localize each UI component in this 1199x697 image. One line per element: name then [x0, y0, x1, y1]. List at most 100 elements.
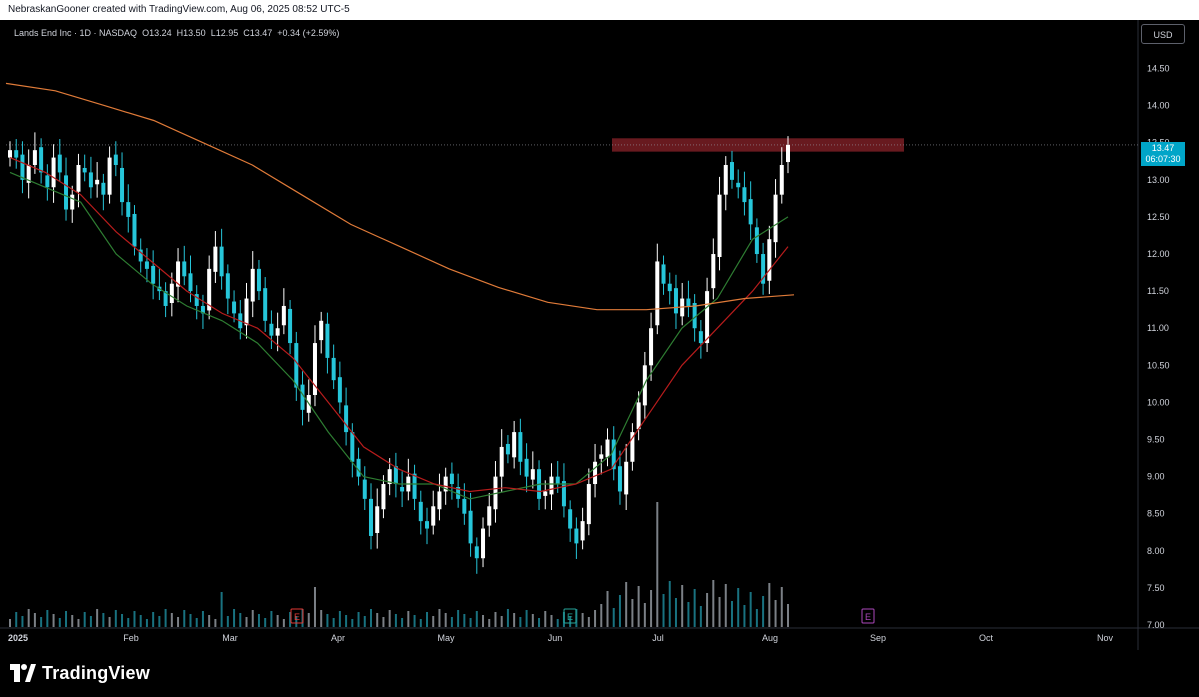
volume-bar	[525, 610, 528, 627]
volume-bar	[643, 603, 646, 627]
moving-average-line	[9, 171, 789, 500]
time-tick-label: Apr	[331, 633, 345, 643]
price-tick-label: 7.00	[1147, 620, 1165, 630]
candle-body	[649, 328, 654, 366]
volume-bar	[320, 610, 323, 627]
candle-body	[667, 283, 672, 292]
volume-bar	[787, 604, 789, 627]
volume-bar	[401, 618, 404, 627]
candle-body	[200, 305, 205, 314]
candle-body	[568, 509, 573, 529]
volume-bar	[133, 611, 136, 627]
candle-body	[294, 343, 299, 388]
volume-bar	[712, 580, 715, 627]
volume-bar	[432, 616, 435, 627]
candle-body	[362, 479, 367, 499]
candle-body	[443, 476, 448, 492]
volume-bar	[214, 619, 217, 627]
candle-body	[655, 261, 660, 326]
candle-body	[188, 273, 193, 292]
price-tick-label: 8.50	[1147, 509, 1165, 519]
symbol-name: Lands End Inc · 1D · NASDAQ	[14, 28, 138, 38]
volume-bar	[307, 613, 310, 627]
candle-body	[786, 144, 790, 163]
volume-bar	[145, 619, 148, 627]
price-tick-label: 11.50	[1147, 286, 1169, 296]
candle-body	[82, 167, 87, 173]
volume-bar	[743, 605, 746, 627]
volume-bar	[426, 612, 429, 627]
price-tick-label: 12.50	[1147, 212, 1170, 222]
volume-bar	[58, 618, 61, 627]
candle-body	[736, 182, 741, 188]
volume-bar	[762, 596, 765, 627]
candle-body	[126, 202, 131, 217]
volume-bar	[282, 619, 285, 627]
time-tick-label: Feb	[123, 633, 139, 643]
volume-bar	[538, 618, 541, 627]
price-tick-label: 7.50	[1147, 583, 1165, 593]
volume-bar	[270, 611, 273, 627]
moving-average-line	[9, 157, 789, 493]
earnings-marker-label: E	[865, 612, 871, 622]
candle-body	[207, 268, 212, 311]
candle-body	[468, 510, 473, 544]
volume-bar	[625, 582, 628, 627]
volume-bar	[444, 613, 447, 627]
candle-body	[57, 154, 62, 173]
volume-bar	[108, 617, 111, 627]
currency-button[interactable]: USD	[1141, 24, 1185, 44]
volume-bar	[469, 618, 472, 627]
price-tick-label: 14.00	[1147, 101, 1170, 111]
volume-bar	[257, 614, 260, 627]
candle-body	[481, 528, 486, 559]
volume-bar	[351, 619, 354, 627]
candle-body	[636, 402, 641, 430]
candle-body	[742, 187, 747, 203]
price-chart[interactable]: 14.50 14.00 13.50 13.00 12.50 12.00 11.50 11.00…	[0, 0, 1199, 650]
candle-body	[611, 439, 616, 470]
volume-bar	[40, 617, 43, 627]
volume-bar	[245, 617, 248, 627]
last-price-value: 13.47	[1151, 143, 1175, 153]
candle-body	[151, 265, 156, 284]
candle-body	[580, 521, 585, 541]
volume-bar	[363, 616, 366, 627]
candle-body	[225, 273, 230, 299]
resistance-zone	[612, 138, 904, 152]
volume-bar	[544, 611, 547, 627]
volume-bar	[89, 616, 92, 627]
volume-bar	[488, 619, 491, 627]
candle-body	[138, 249, 143, 262]
candle-body	[32, 150, 37, 165]
candle-body	[132, 213, 137, 247]
time-tick-label: Mar	[222, 633, 238, 643]
candle-body	[107, 157, 112, 195]
volume-bar	[65, 611, 68, 627]
candle-body	[574, 528, 579, 544]
volume-bar	[152, 612, 155, 627]
volume-bar	[693, 589, 696, 627]
tradingview-logo[interactable]: TradingView	[10, 660, 150, 686]
candle-body	[437, 491, 442, 510]
volume-bar	[768, 583, 771, 627]
candle-body	[711, 254, 716, 289]
time-tick-label: Jul	[652, 633, 664, 643]
moving-average-line	[5, 82, 795, 311]
candle-body	[586, 484, 591, 525]
attribution-text: NebraskanGooner created with TradingView…	[8, 4, 350, 15]
low-value: 12.95	[215, 28, 239, 38]
high-value: 13.50	[183, 28, 206, 38]
volume-bar	[46, 610, 49, 627]
candle-body	[748, 199, 753, 225]
volume-bar	[177, 617, 180, 627]
tradingview-logo-icon	[10, 664, 36, 682]
volume-bar	[96, 609, 99, 627]
volume-bar	[33, 613, 36, 627]
candle-body	[449, 473, 454, 485]
volume-bar	[338, 611, 341, 627]
volume-bar	[158, 616, 161, 627]
low-label: L	[210, 28, 216, 38]
open-value: 13.24	[149, 28, 172, 38]
volume-bar	[450, 617, 453, 627]
